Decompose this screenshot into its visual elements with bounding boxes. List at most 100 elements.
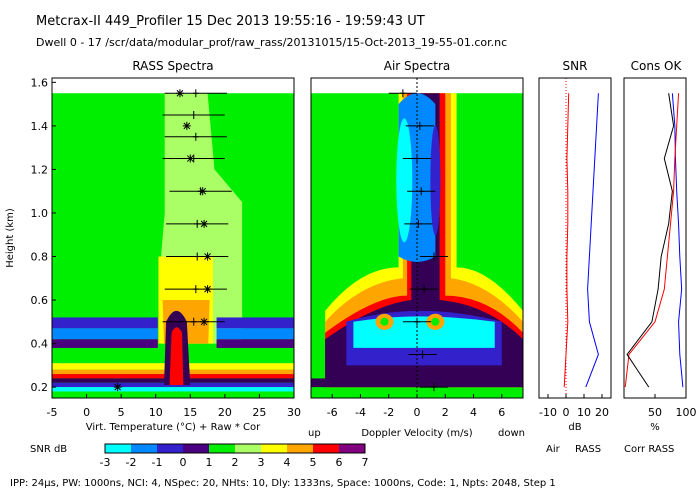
velocity-point: [416, 121, 423, 130]
rass-spectra-contours: [52, 93, 294, 398]
colorbar-label: SNR dB: [30, 444, 67, 455]
xtick-label: -10: [539, 406, 557, 419]
velocity-point: [430, 252, 437, 261]
contour-band: [52, 328, 158, 340]
cons-ok-lines: [624, 93, 684, 388]
colorbar-swatch: [287, 444, 313, 453]
series-line: [585, 93, 599, 388]
air-spectra-panel: Air Spectra Doppler Velocity (m/s) up do…: [308, 59, 525, 439]
velocity-point: [414, 154, 420, 163]
contour-band: [52, 339, 158, 348]
colorbar-swatch: [339, 444, 365, 453]
ytick-label: 1.6: [31, 76, 49, 89]
rass-spectra-frame: [51, 77, 295, 399]
snr-frame: [538, 77, 612, 399]
cor-point: [182, 121, 191, 130]
cor-point: [203, 285, 212, 294]
velocity-point: [399, 89, 406, 98]
xtick-label: 0: [83, 406, 90, 419]
colorbar-swatch: [131, 444, 157, 453]
xtick-label: 5: [118, 406, 125, 419]
raw-point: [192, 285, 199, 294]
line-legend: Air RASS Corr RASS: [546, 444, 674, 455]
air-spectra-xticks: -6 -4 -2 0 2 4 6: [327, 394, 505, 419]
xtick-label: -4: [355, 406, 366, 419]
xtick-label: 20: [218, 406, 232, 419]
contour-band: [169, 327, 184, 385]
header-line-1: Metcrax-II 449_Profiler 15 Dec 2013 19:5…: [36, 14, 425, 29]
velocity-point: [421, 285, 428, 294]
colorbar-swatch: [313, 444, 339, 453]
contour-band: [52, 317, 158, 329]
ytick-label: 0.6: [31, 294, 49, 307]
colorbar-tick: -2: [126, 456, 137, 469]
cor-point: [200, 317, 209, 326]
ytick-label: 1.2: [31, 163, 49, 176]
velocity-point: [430, 383, 437, 392]
xtick-label: -2: [383, 406, 394, 419]
air-spectra-title: Air Spectra: [384, 59, 451, 73]
cons-ok-title: Cons OK: [631, 59, 683, 73]
snr-title: SNR: [563, 59, 588, 73]
velocity-point: [418, 187, 425, 196]
colorbar-swatch: [261, 444, 287, 453]
colorbar-tick: 3: [258, 456, 265, 469]
xtick-label: -5: [47, 406, 58, 419]
raw-point: [192, 89, 199, 98]
xtick-label: 30: [287, 406, 301, 419]
snr-panel: SNR dB -10 0 10 20: [538, 59, 612, 433]
colorbar-tick: 0: [180, 456, 187, 469]
series-line: [671, 93, 684, 388]
velocity-point: [415, 219, 422, 228]
cons-ok-xlabel: %: [650, 422, 660, 433]
cor-point: [200, 219, 209, 228]
contour-band: [396, 118, 413, 243]
colorbar-swatch: [209, 444, 235, 453]
contour-band: [353, 316, 495, 348]
series-line: [624, 93, 680, 388]
colorbar-swatch: [105, 444, 131, 453]
raw-point: [190, 317, 197, 326]
rass-spectra-title: RASS Spectra: [132, 59, 213, 73]
ytick-label: 0.4: [31, 338, 49, 351]
xtick-label: 100: [676, 406, 697, 419]
air-spectra-down-note: down: [498, 428, 525, 439]
cor-point: [175, 89, 184, 98]
raw-point: [192, 132, 199, 141]
legend-corr-rass: Corr RASS: [624, 444, 674, 455]
xtick-label: 6: [498, 406, 505, 419]
colorbar-swatch: [183, 444, 209, 453]
contour-band: [430, 125, 441, 236]
snr-lines: [563, 78, 599, 398]
colorbar-tick: -1: [152, 456, 163, 469]
contour-band: [216, 328, 294, 340]
rass-spectra-xticks: -5 0 5 10 15 20 25 30: [47, 394, 301, 419]
contour-band: [431, 317, 440, 326]
rass-spectra-ylabel: Height (km): [5, 208, 16, 268]
xtick-label: 2: [442, 406, 449, 419]
contour-band: [216, 339, 294, 348]
contour-band: [52, 387, 294, 392]
series-line: [626, 93, 675, 388]
raw-point: [194, 252, 201, 261]
velocity-point: [414, 317, 420, 326]
ytick-label: 0.2: [31, 381, 49, 394]
velocity-point: [419, 350, 426, 359]
xtick-label: -6: [327, 406, 338, 419]
rass-spectra-yticks: 0.2 0.4 0.6 0.8 1.0 1.2 1.4 1.6: [31, 76, 56, 394]
legend-air: Air: [546, 444, 561, 455]
xtick-label: 0: [414, 406, 421, 419]
colorbar-tick: 7: [362, 456, 369, 469]
snr-colorbar: SNR dB -3 -2 -1 0 1 2 3 4 5 6 7: [30, 443, 369, 469]
snr-xticks: -10 0 10 20: [539, 394, 609, 419]
ytick-label: 1.0: [31, 207, 49, 220]
cor-point: [198, 187, 207, 196]
snr-xlabel: dB: [568, 422, 581, 433]
xtick-label: 15: [183, 406, 197, 419]
footer-params: IPP: 24µs, PW: 1000ns, NCI: 4, NSpec: 20…: [10, 478, 556, 489]
colorbar-tick: 6: [336, 456, 343, 469]
colorbar-tick: 2: [232, 456, 239, 469]
raw-point: [194, 219, 201, 228]
rass-spectra-xlabel: Virt. Temperature (°C) + Raw * Cor: [86, 422, 261, 433]
cons-ok-xticks: 50 100: [648, 394, 697, 419]
